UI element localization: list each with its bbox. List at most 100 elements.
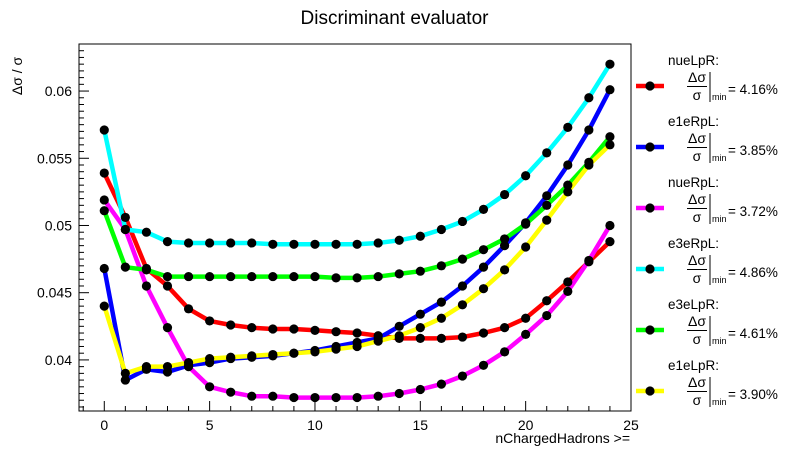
- series-4-point: [436, 261, 446, 271]
- series-0-point: [120, 212, 130, 223]
- series-2-point: [436, 379, 446, 389]
- series-5-point: [605, 140, 615, 150]
- legend-swatch-marker: [645, 142, 655, 152]
- series-4-point: [478, 245, 489, 255]
- series-3-point: [162, 237, 173, 247]
- series-0-point: [226, 320, 236, 330]
- legend-min-label: min: [712, 92, 727, 102]
- series-5-point: [352, 341, 362, 352]
- series-4-point: [205, 271, 215, 282]
- series-1-point: [457, 281, 468, 291]
- series-0-point: [605, 237, 615, 247]
- series-4-point: [394, 269, 404, 279]
- legend: nueLpR:Δσσ min = 4.16%e1eRpL:Δσσ min = 3.85%…: [636, 53, 778, 408]
- series-1-point: [478, 262, 489, 272]
- series-5-point: [205, 353, 215, 364]
- x-axis-label: nChargedHadrons >=: [495, 430, 630, 446]
- series-3-point: [310, 239, 320, 249]
- series-2-point: [521, 329, 531, 339]
- series-1-point: [120, 375, 130, 385]
- plot-frame: [78, 43, 632, 412]
- series-3-point: [415, 231, 425, 241]
- series-2-point: [205, 382, 215, 392]
- series-5-point: [436, 313, 446, 323]
- series-3-point: [99, 125, 109, 135]
- series-2-point: [247, 391, 257, 401]
- series-0-point: [162, 281, 173, 291]
- series-0-point: [415, 333, 425, 344]
- legend-min-value: = 3.85%: [728, 143, 778, 158]
- legend-swatch-marker: [645, 81, 655, 91]
- y-tick-label: 0.05: [45, 217, 72, 233]
- legend-frac-denominator: σ: [693, 148, 702, 164]
- legend-min-label: min: [712, 275, 727, 285]
- y-axis-label: Δσ / σ: [9, 56, 25, 95]
- series-4-point: [605, 132, 615, 142]
- series-2-point: [415, 384, 425, 395]
- legend-min-value: = 4.16%: [728, 82, 778, 97]
- legend-swatch-marker: [645, 264, 655, 274]
- series-2-point: [289, 392, 299, 403]
- legend-frac-numerator: Δσ: [688, 313, 706, 329]
- y-tick-label: 0.045: [37, 285, 72, 301]
- legend-series-name: nueLpR:: [668, 53, 719, 68]
- series-0-point: [310, 325, 320, 335]
- series-4-point: [499, 234, 510, 244]
- legend-entry: e3eLpR:Δσ σ min = 4.61%: [636, 297, 778, 347]
- series-5-point: [478, 284, 489, 294]
- series-2-point: [499, 347, 510, 357]
- legend-series-name: e3eRpL:: [668, 236, 719, 251]
- legend-swatch-marker: [645, 386, 655, 396]
- series-3-point: [584, 93, 594, 103]
- series-2-point: [226, 387, 236, 397]
- series-2-point: [352, 392, 362, 403]
- series-4-point: [521, 219, 531, 229]
- series-5-point: [373, 336, 383, 346]
- series-2-point: [394, 388, 404, 399]
- series-4-point: [268, 271, 278, 282]
- legend-entry: nueLpR:Δσ σ min = 4.16%: [636, 53, 778, 103]
- series-0-point: [289, 324, 299, 334]
- series-2-point: [563, 286, 573, 296]
- series-2-point: [141, 281, 152, 291]
- series-3-point: [605, 59, 615, 69]
- legend-swatch-marker: [645, 325, 655, 335]
- legend-frac-denominator: σ: [693, 270, 702, 286]
- series-4-point: [352, 273, 362, 283]
- series-2-point: [162, 323, 173, 333]
- series-5-point: [457, 300, 468, 310]
- series-3-point: [268, 239, 278, 249]
- y-tick-label: 0.04: [45, 352, 72, 368]
- series-4-point: [373, 271, 383, 282]
- series-4-point: [563, 180, 573, 190]
- legend-entry: e1eRpL:Δσ σ min = 3.85%: [636, 114, 778, 164]
- x-tick-label: 20: [518, 417, 534, 433]
- series-5-point: [247, 351, 257, 361]
- legend-min-label: min: [712, 153, 727, 163]
- series-3-point: [373, 238, 383, 248]
- legend-min-value: = 4.86%: [728, 265, 778, 280]
- series-1-point: [605, 85, 615, 95]
- series-5-point: [226, 352, 236, 362]
- series-0-point: [247, 323, 257, 333]
- series-3-point: [226, 238, 236, 248]
- y-axis: 0.04 0.045 0.05 0.055 0.06: [37, 43, 89, 408]
- series-4-point: [141, 265, 152, 275]
- series-3-point: [352, 239, 362, 249]
- legend-entry: nueRpL:Δσ σ min = 3.72%: [636, 175, 778, 225]
- series-0-point: [268, 324, 278, 334]
- series-4-point: [99, 206, 109, 216]
- series-4-point: [289, 271, 299, 282]
- series-3-point: [499, 189, 510, 200]
- series-3-point: [120, 224, 130, 235]
- series-5-point: [331, 344, 341, 354]
- series-2-point: [373, 391, 383, 401]
- x-tick-label: 5: [206, 417, 214, 433]
- series-4-point: [542, 200, 552, 210]
- series-3-point: [183, 238, 194, 248]
- legend-frac-numerator: Δσ: [688, 374, 706, 390]
- series-2-point: [542, 310, 552, 321]
- x-tick-label: 25: [623, 417, 639, 433]
- series-4-point: [183, 271, 194, 282]
- series-4-point: [226, 271, 236, 282]
